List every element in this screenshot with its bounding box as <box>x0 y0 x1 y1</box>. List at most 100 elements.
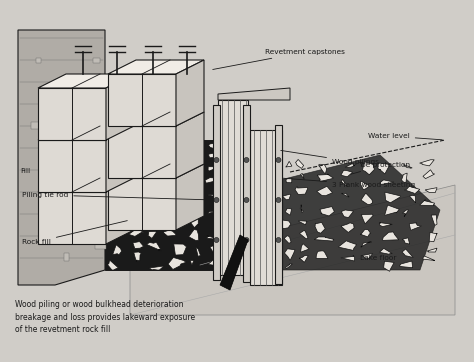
Polygon shape <box>316 251 328 258</box>
Polygon shape <box>111 194 122 199</box>
Polygon shape <box>360 230 371 237</box>
Polygon shape <box>129 230 144 236</box>
Polygon shape <box>295 159 304 168</box>
Polygon shape <box>105 140 220 270</box>
Polygon shape <box>163 230 176 236</box>
Polygon shape <box>227 213 239 223</box>
Polygon shape <box>108 163 124 173</box>
Polygon shape <box>149 198 159 207</box>
Polygon shape <box>361 242 372 247</box>
Polygon shape <box>106 178 134 244</box>
Polygon shape <box>209 152 220 158</box>
Polygon shape <box>148 231 157 239</box>
Polygon shape <box>41 190 50 197</box>
Polygon shape <box>269 262 281 267</box>
Polygon shape <box>108 178 176 230</box>
Polygon shape <box>148 161 157 168</box>
Polygon shape <box>57 227 67 235</box>
Polygon shape <box>269 174 281 180</box>
Polygon shape <box>108 126 176 178</box>
Polygon shape <box>341 223 354 232</box>
Polygon shape <box>423 256 435 261</box>
Polygon shape <box>284 249 295 260</box>
Polygon shape <box>147 172 155 181</box>
Polygon shape <box>298 221 307 225</box>
Polygon shape <box>194 142 201 148</box>
Polygon shape <box>131 171 143 181</box>
Polygon shape <box>45 138 54 143</box>
Polygon shape <box>189 230 199 240</box>
Polygon shape <box>46 218 56 222</box>
Polygon shape <box>220 155 440 270</box>
Polygon shape <box>423 170 435 178</box>
Text: Wood pilings: Wood pilings <box>281 151 379 165</box>
Polygon shape <box>107 203 120 211</box>
Polygon shape <box>226 183 237 190</box>
Polygon shape <box>95 241 106 249</box>
Polygon shape <box>247 256 256 266</box>
Polygon shape <box>191 260 194 265</box>
Polygon shape <box>176 60 204 126</box>
Polygon shape <box>148 142 159 148</box>
Polygon shape <box>319 164 327 174</box>
Polygon shape <box>220 235 248 290</box>
Polygon shape <box>223 258 236 270</box>
Polygon shape <box>248 215 259 225</box>
Polygon shape <box>377 163 390 174</box>
Polygon shape <box>246 243 254 251</box>
Text: 3 Plank wood sheeting: 3 Plank wood sheeting <box>283 178 415 188</box>
Polygon shape <box>225 162 241 170</box>
Polygon shape <box>266 234 274 239</box>
Polygon shape <box>419 160 434 166</box>
Polygon shape <box>361 253 373 258</box>
Polygon shape <box>107 260 118 270</box>
Polygon shape <box>144 185 155 192</box>
Polygon shape <box>208 211 220 214</box>
Polygon shape <box>341 170 353 177</box>
Polygon shape <box>174 244 186 255</box>
Polygon shape <box>221 229 235 236</box>
Text: Piling tie rod: Piling tie rod <box>22 192 212 200</box>
Circle shape <box>276 198 281 202</box>
Polygon shape <box>176 164 204 230</box>
Polygon shape <box>425 188 437 193</box>
Polygon shape <box>108 60 204 74</box>
Text: Water level: Water level <box>368 133 442 140</box>
Polygon shape <box>250 130 282 285</box>
Polygon shape <box>108 74 176 126</box>
Polygon shape <box>89 158 97 163</box>
Circle shape <box>276 237 281 243</box>
Polygon shape <box>86 179 97 187</box>
Circle shape <box>214 157 219 163</box>
Circle shape <box>214 237 219 243</box>
Polygon shape <box>208 194 220 198</box>
Text: Lake floor: Lake floor <box>360 255 396 261</box>
Polygon shape <box>196 247 201 256</box>
Polygon shape <box>338 241 356 251</box>
Polygon shape <box>110 233 120 239</box>
Polygon shape <box>208 260 220 266</box>
Polygon shape <box>315 222 325 233</box>
Circle shape <box>214 198 219 202</box>
Polygon shape <box>286 178 292 183</box>
Text: Wood piling or wood bulkhead deterioration
breakage and loss provides lakeward e: Wood piling or wood bulkhead deteriorati… <box>15 300 195 334</box>
Polygon shape <box>38 74 134 88</box>
Polygon shape <box>190 218 199 228</box>
Polygon shape <box>210 246 218 253</box>
Polygon shape <box>172 173 186 178</box>
Polygon shape <box>171 198 181 209</box>
Polygon shape <box>269 202 281 210</box>
Polygon shape <box>106 74 134 140</box>
Polygon shape <box>385 192 401 203</box>
Polygon shape <box>249 165 262 173</box>
Polygon shape <box>170 160 182 166</box>
Polygon shape <box>247 176 258 189</box>
Polygon shape <box>317 186 332 196</box>
Polygon shape <box>208 167 220 171</box>
Polygon shape <box>285 264 292 269</box>
Polygon shape <box>301 173 304 179</box>
Polygon shape <box>135 199 141 210</box>
Polygon shape <box>383 232 399 240</box>
Polygon shape <box>270 161 279 167</box>
Polygon shape <box>225 243 235 253</box>
